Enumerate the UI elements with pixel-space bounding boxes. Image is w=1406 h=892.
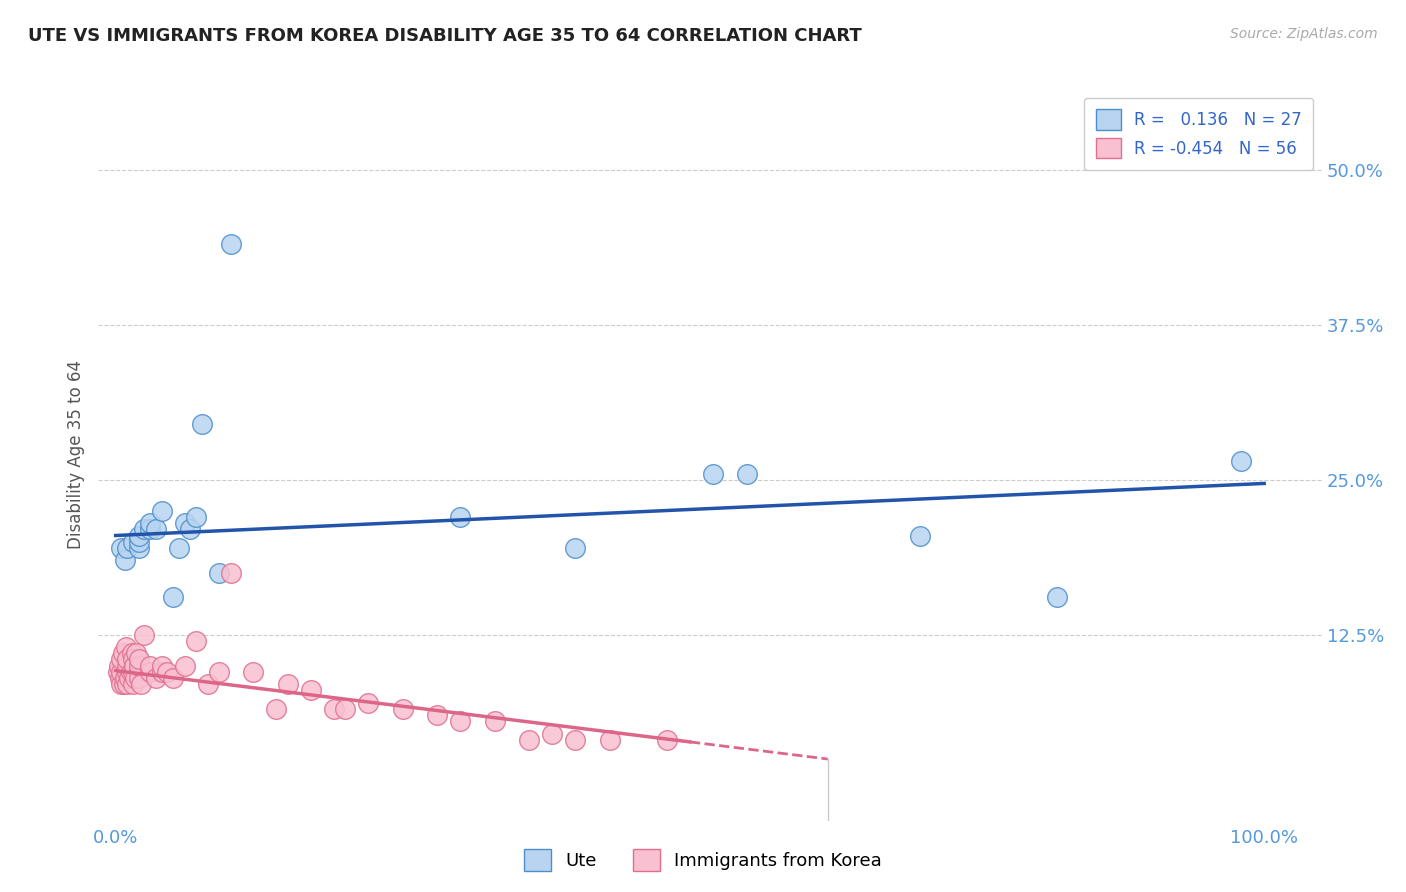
Point [139,658,162,673]
Point [121,646,143,660]
Point [128,528,150,542]
Point [150,658,173,673]
Point [115,677,138,691]
Point [115,652,138,666]
Point [118,671,141,685]
Point [564,733,586,747]
Point [145,522,167,536]
Point [391,702,413,716]
Point [197,677,219,691]
Point [114,671,136,685]
Legend: Ute, Immigrants from Korea: Ute, Immigrants from Korea [516,842,890,879]
Point [128,658,150,673]
Point [219,566,242,580]
Point [449,714,471,729]
Point [110,671,132,685]
Point [335,702,357,716]
Point [242,665,264,679]
Point [184,633,207,648]
Point [219,237,242,252]
Point [122,677,145,691]
Point [908,528,931,542]
Point [426,708,449,723]
Point [110,677,132,691]
Point [128,534,150,549]
Point [111,646,134,660]
Point [150,504,173,518]
Point [122,652,145,666]
Point [564,541,586,555]
Point [655,733,678,747]
Point [122,658,145,673]
Point [173,516,195,530]
Point [484,714,506,729]
Y-axis label: Disability Age 35 to 64: Disability Age 35 to 64 [67,360,86,549]
Point [541,727,564,741]
Point [115,665,138,679]
Point [134,628,156,642]
Point [107,665,129,679]
Point [122,665,145,679]
Point [112,677,135,691]
Point [266,702,288,716]
Point [134,522,156,536]
Point [191,417,214,431]
Point [110,665,132,679]
Point [167,541,190,555]
Point [322,702,344,716]
Point [156,665,179,679]
Point [208,665,231,679]
Point [357,696,380,710]
Point [110,541,132,555]
Point [299,683,322,698]
Point [1046,591,1069,605]
Point [115,541,138,555]
Point [737,467,759,481]
Point [599,733,621,747]
Point [115,640,138,654]
Text: UTE VS IMMIGRANTS FROM KOREA DISABILITY AGE 35 TO 64 CORRELATION CHART: UTE VS IMMIGRANTS FROM KOREA DISABILITY … [28,27,862,45]
Point [128,671,150,685]
Point [139,522,162,536]
Point [184,509,207,524]
Point [449,509,471,524]
Point [122,534,145,549]
Point [114,553,136,567]
Point [139,665,162,679]
Point [173,658,195,673]
Point [128,541,150,555]
Point [162,671,184,685]
Point [124,671,146,685]
Point [145,671,167,685]
Point [702,467,724,481]
Point [120,665,142,679]
Text: Source: ZipAtlas.com: Source: ZipAtlas.com [1230,27,1378,41]
Point [208,566,231,580]
Point [125,646,148,660]
Legend: R =   0.136   N = 27, R = -0.454   N = 56: R = 0.136 N = 27, R = -0.454 N = 56 [1084,97,1313,169]
Point [179,522,201,536]
Point [115,658,138,673]
Point [162,591,184,605]
Point [517,733,540,747]
Point [128,652,150,666]
Point [150,665,173,679]
Point [129,677,152,691]
Point [277,677,299,691]
Point [108,658,131,673]
Point [1230,454,1253,468]
Point [139,516,162,530]
Point [110,652,132,666]
